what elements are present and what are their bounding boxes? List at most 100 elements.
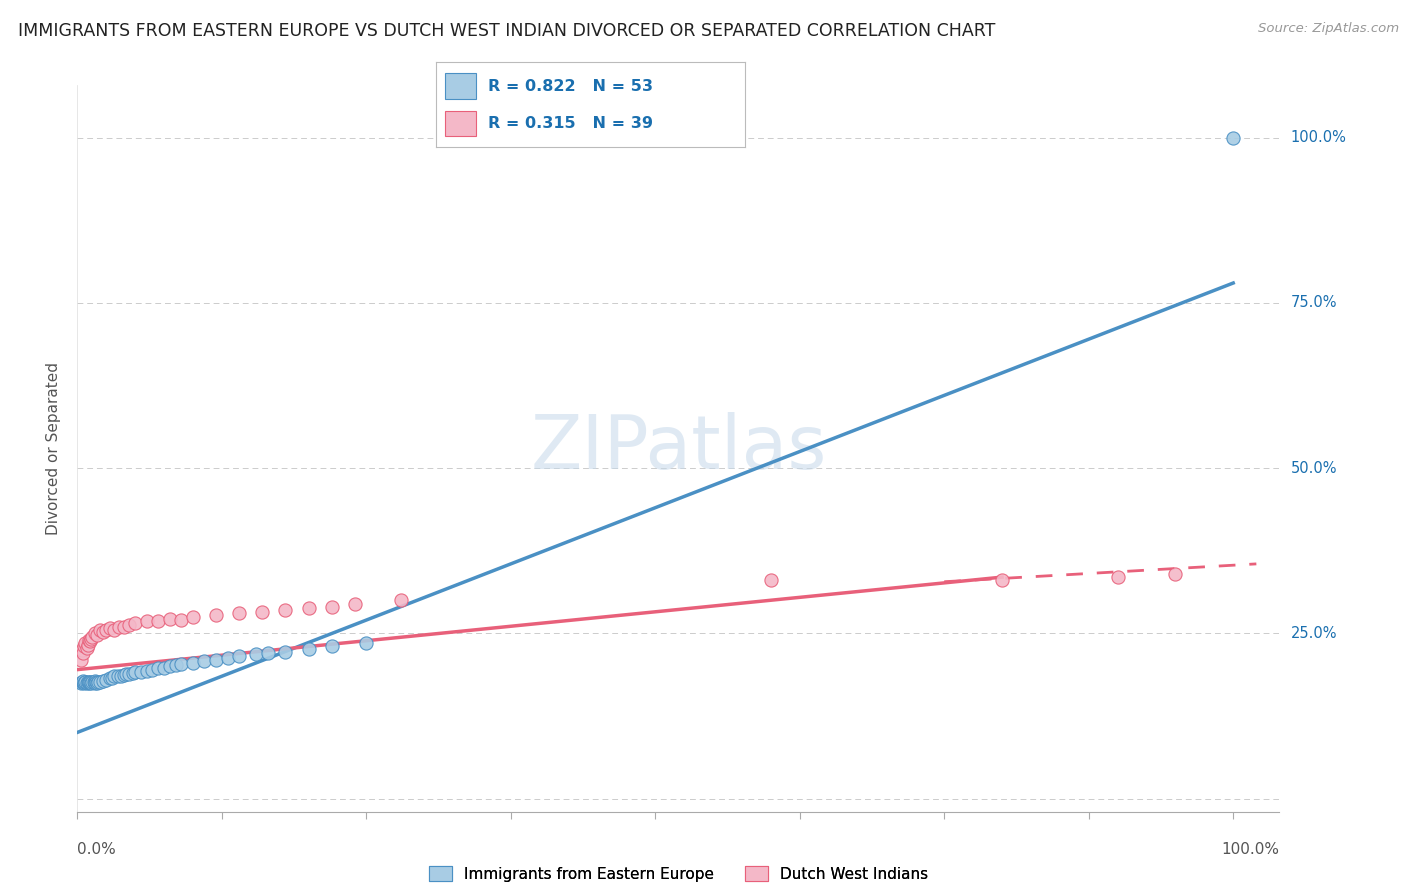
- Point: [80, 676, 103, 690]
- Point: [135, 664, 157, 678]
- Text: 25.0%: 25.0%: [1291, 626, 1337, 640]
- Point: [124, 665, 146, 680]
- Point: [193, 654, 215, 668]
- Point: [80, 632, 103, 646]
- Text: 100.0%: 100.0%: [1291, 130, 1347, 145]
- Point: [252, 605, 274, 619]
- Point: [110, 668, 132, 682]
- Point: [321, 599, 343, 614]
- Point: [112, 620, 135, 634]
- Point: [82, 674, 104, 689]
- Point: [91, 624, 114, 639]
- Point: [75, 675, 97, 690]
- Point: [759, 574, 782, 588]
- Text: 75.0%: 75.0%: [1291, 295, 1337, 310]
- Point: [129, 665, 152, 679]
- Point: [103, 623, 125, 637]
- Point: [121, 665, 143, 680]
- Point: [356, 636, 378, 650]
- Point: [98, 671, 121, 685]
- Y-axis label: Divorced or Separated: Divorced or Separated: [46, 362, 62, 534]
- Point: [77, 632, 100, 647]
- Text: IMMIGRANTS FROM EASTERN EUROPE VS DUTCH WEST INDIAN DIVORCED OR SEPARATED CORREL: IMMIGRANTS FROM EASTERN EUROPE VS DUTCH …: [18, 22, 995, 40]
- Point: [89, 623, 111, 637]
- Point: [87, 675, 110, 690]
- Point: [181, 656, 204, 670]
- Point: [228, 607, 250, 621]
- Point: [274, 645, 297, 659]
- Point: [153, 660, 176, 674]
- Point: [69, 653, 91, 667]
- Point: [159, 612, 181, 626]
- Point: [181, 609, 204, 624]
- Point: [343, 597, 366, 611]
- Text: Source: ZipAtlas.com: Source: ZipAtlas.com: [1258, 22, 1399, 36]
- Point: [148, 661, 170, 675]
- Point: [86, 627, 108, 641]
- Point: [76, 640, 98, 655]
- Text: 50.0%: 50.0%: [1291, 460, 1337, 475]
- Point: [101, 671, 124, 685]
- Text: R = 0.315   N = 39: R = 0.315 N = 39: [488, 116, 654, 131]
- Point: [72, 673, 94, 688]
- Point: [98, 621, 121, 635]
- Text: 0.0%: 0.0%: [77, 842, 117, 856]
- Point: [70, 675, 93, 690]
- Point: [84, 674, 107, 689]
- Point: [72, 674, 94, 689]
- Point: [205, 607, 228, 622]
- Point: [83, 673, 105, 688]
- Point: [77, 676, 100, 690]
- Point: [83, 675, 105, 690]
- Point: [115, 667, 138, 681]
- FancyBboxPatch shape: [446, 111, 477, 136]
- Point: [79, 675, 101, 690]
- Point: [75, 674, 97, 689]
- Point: [70, 642, 93, 657]
- Point: [159, 659, 181, 673]
- Point: [217, 651, 239, 665]
- Point: [75, 636, 97, 650]
- FancyBboxPatch shape: [446, 73, 477, 99]
- Point: [89, 675, 111, 690]
- Point: [1222, 130, 1244, 145]
- Point: [389, 593, 412, 607]
- Point: [73, 676, 96, 690]
- Point: [1164, 566, 1187, 581]
- Point: [245, 648, 267, 662]
- Point: [321, 640, 343, 654]
- Point: [76, 638, 98, 652]
- Point: [205, 653, 228, 667]
- Point: [274, 603, 297, 617]
- Point: [96, 623, 118, 637]
- Point: [77, 674, 100, 689]
- Point: [118, 618, 141, 632]
- Point: [165, 658, 187, 673]
- Point: [135, 615, 157, 629]
- Point: [72, 646, 94, 660]
- Text: ZIPatlas: ZIPatlas: [530, 412, 827, 484]
- Text: 100.0%: 100.0%: [1222, 842, 1279, 856]
- Point: [112, 668, 135, 682]
- Point: [118, 667, 141, 681]
- Point: [257, 646, 280, 660]
- Point: [107, 669, 129, 683]
- Point: [170, 613, 193, 627]
- Point: [148, 615, 170, 629]
- Point: [86, 676, 108, 690]
- Point: [1107, 570, 1129, 584]
- Point: [79, 634, 101, 648]
- Point: [103, 669, 125, 683]
- Point: [108, 620, 131, 634]
- Text: R = 0.822   N = 53: R = 0.822 N = 53: [488, 78, 654, 94]
- Point: [76, 675, 98, 690]
- Point: [69, 676, 91, 690]
- Point: [297, 642, 319, 657]
- Point: [141, 663, 163, 677]
- Point: [76, 676, 98, 690]
- Point: [83, 676, 105, 690]
- Legend: Immigrants from Eastern Europe, Dutch West Indians: Immigrants from Eastern Europe, Dutch We…: [423, 860, 934, 888]
- Point: [991, 574, 1014, 588]
- Point: [170, 657, 193, 672]
- Point: [73, 640, 96, 654]
